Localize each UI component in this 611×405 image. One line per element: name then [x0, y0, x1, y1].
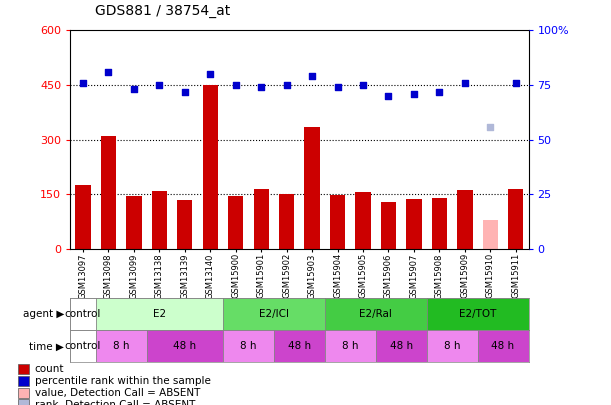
Text: time ▶: time ▶ — [29, 341, 64, 351]
Bar — [406, 199, 422, 249]
Text: E2/TOT: E2/TOT — [459, 309, 496, 319]
Text: 8 h: 8 h — [342, 341, 359, 351]
Bar — [330, 195, 345, 249]
Bar — [18, 399, 29, 405]
Point — [78, 80, 88, 86]
Bar — [101, 136, 116, 249]
Text: value, Detection Call = ABSENT: value, Detection Call = ABSENT — [35, 388, 200, 398]
Point — [409, 91, 419, 97]
Bar — [274, 330, 325, 362]
Bar — [203, 85, 218, 249]
Text: E2: E2 — [153, 309, 166, 319]
Point — [358, 82, 368, 88]
Text: 48 h: 48 h — [491, 341, 514, 351]
Bar — [376, 330, 426, 362]
Bar — [152, 191, 167, 249]
Bar — [325, 330, 376, 362]
Text: E2/Ral: E2/Ral — [359, 309, 392, 319]
Bar — [18, 376, 29, 386]
Text: GDS881 / 38754_at: GDS881 / 38754_at — [95, 4, 230, 18]
Bar — [325, 298, 426, 330]
Text: E2/ICI: E2/ICI — [259, 309, 289, 319]
Bar — [432, 198, 447, 249]
Bar — [457, 190, 472, 249]
Point — [332, 84, 342, 90]
Point — [155, 82, 164, 88]
Text: 8 h: 8 h — [113, 341, 130, 351]
Point — [180, 88, 189, 95]
Bar — [228, 196, 243, 249]
Point — [307, 73, 317, 79]
Bar — [381, 202, 396, 249]
Bar — [483, 220, 498, 249]
Bar — [304, 127, 320, 249]
Text: 48 h: 48 h — [174, 341, 196, 351]
Text: 8 h: 8 h — [444, 341, 461, 351]
Text: 8 h: 8 h — [240, 341, 257, 351]
Bar — [18, 388, 29, 398]
Bar — [70, 330, 96, 362]
Bar — [508, 189, 524, 249]
Bar — [426, 298, 529, 330]
Point — [434, 88, 444, 95]
Bar — [223, 298, 325, 330]
Point — [231, 82, 241, 88]
Bar — [18, 364, 29, 374]
Point — [282, 82, 291, 88]
Point — [485, 124, 495, 130]
Bar — [478, 330, 529, 362]
Bar — [426, 330, 478, 362]
Bar — [147, 330, 223, 362]
Bar — [75, 185, 90, 249]
Bar — [279, 194, 295, 249]
Text: 48 h: 48 h — [390, 341, 413, 351]
Text: rank, Detection Call = ABSENT: rank, Detection Call = ABSENT — [35, 400, 196, 405]
Point — [129, 86, 139, 93]
Bar — [254, 189, 269, 249]
Point — [257, 84, 266, 90]
Bar — [96, 330, 147, 362]
Text: control: control — [65, 341, 101, 351]
Text: count: count — [35, 364, 64, 374]
Point — [205, 71, 215, 77]
Text: agent ▶: agent ▶ — [23, 309, 64, 319]
Bar — [223, 330, 274, 362]
Point — [460, 80, 470, 86]
Text: percentile rank within the sample: percentile rank within the sample — [35, 376, 211, 386]
Point — [384, 93, 393, 99]
Point — [104, 69, 114, 75]
Bar — [96, 298, 223, 330]
Bar — [126, 196, 142, 249]
Bar — [177, 200, 192, 249]
Point — [511, 80, 521, 86]
Bar — [70, 298, 96, 330]
Bar — [356, 192, 371, 249]
Text: control: control — [65, 309, 101, 319]
Text: 48 h: 48 h — [288, 341, 311, 351]
